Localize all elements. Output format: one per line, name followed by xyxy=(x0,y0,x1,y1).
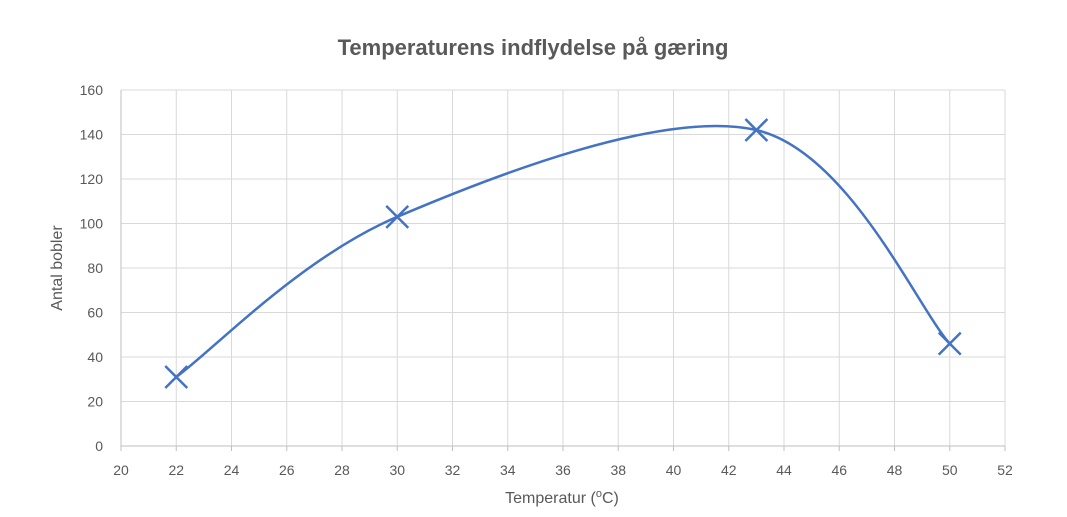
data-point xyxy=(744,118,769,142)
x-tick-label: 34 xyxy=(500,462,516,478)
x-tick-label: 40 xyxy=(666,462,682,478)
y-tick-label: 20 xyxy=(87,394,103,410)
x-tick-label: 44 xyxy=(776,462,792,478)
x-axis-label-superscript: o xyxy=(596,488,602,500)
data-point xyxy=(385,204,410,229)
x-tick-label: 28 xyxy=(334,462,350,478)
x-tick-label: 24 xyxy=(224,462,240,478)
x-axis-label: Temperatur (oC) xyxy=(505,488,619,507)
x-tick-label: 50 xyxy=(942,462,958,478)
marker-stroke xyxy=(744,118,769,142)
y-tick-label: 100 xyxy=(80,216,104,232)
x-tick-label: 36 xyxy=(555,462,571,478)
y-tick-label: 120 xyxy=(80,171,104,187)
y-tick-label: 80 xyxy=(87,260,103,276)
chart-title: Temperaturens indflydelse på gæring xyxy=(338,35,729,60)
gridlines xyxy=(121,89,1006,446)
data-point xyxy=(164,365,189,389)
series xyxy=(164,118,962,389)
y-tick-labels: 0 20 40 60 80 100 120 140 160 xyxy=(80,82,104,454)
x-tick-label: 46 xyxy=(831,462,847,478)
x-tick-label: 52 xyxy=(997,462,1013,478)
y-tick-label: 140 xyxy=(80,127,104,143)
x-tick-label: 26 xyxy=(279,462,295,478)
x-tick-label: 38 xyxy=(610,462,626,478)
y-tick-label: 160 xyxy=(80,82,104,98)
x-tick-label: 20 xyxy=(113,462,129,478)
data-point xyxy=(937,331,962,356)
y-tick-label: 40 xyxy=(87,349,103,365)
x-tick-label: 30 xyxy=(389,462,405,478)
y-tick-label: 0 xyxy=(95,438,103,454)
marker-stroke xyxy=(164,365,189,389)
y-axis-label: Antal bobler xyxy=(49,225,66,311)
x-tick-label: 42 xyxy=(721,462,737,478)
marker-stroke xyxy=(385,204,410,229)
marker-stroke xyxy=(937,331,962,356)
axes xyxy=(120,90,1006,451)
x-axis-label-main: Temperatur ( xyxy=(505,490,596,507)
x-tick-labels: 20 22 24 26 28 30 32 34 36 38 40 42 44 46 48 50 52 xyxy=(113,462,1013,478)
y-tick-label: 60 xyxy=(87,305,103,321)
series-line xyxy=(175,124,951,379)
x-tick-label: 32 xyxy=(445,462,461,478)
x-axis-label-suffix: C) xyxy=(602,490,619,507)
x-tick-label: 22 xyxy=(168,462,184,478)
x-tick-label: 48 xyxy=(887,462,903,478)
